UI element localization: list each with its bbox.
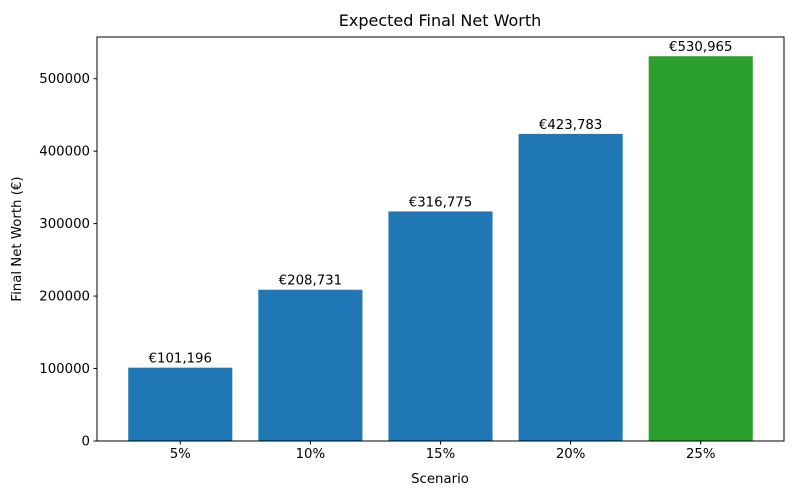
x-axis-label: Scenario — [411, 472, 469, 487]
bar-value-label: €208,731 — [279, 274, 342, 289]
bar — [128, 367, 233, 441]
y-axis-ticks-group: 0 100000 200000 300000 400000 500000 — [39, 72, 97, 450]
x-tick-label: 10% — [296, 447, 326, 462]
bars-group — [128, 56, 753, 442]
x-tick-label: 25% — [686, 447, 716, 462]
y-tick-label: 400000 — [39, 145, 90, 160]
x-tick-label: 5% — [170, 447, 191, 462]
x-tick-label: 20% — [556, 447, 586, 462]
x-axis-ticks-group: 5% 10% 15% 20% 25% — [170, 441, 716, 462]
bar-value-label: €101,196 — [149, 352, 212, 367]
bar-value-labels-group: €101,196 €208,731 €316,775 €423,783 €530,965 — [149, 40, 733, 366]
bar-value-label: €530,965 — [669, 40, 732, 55]
y-tick-label: 100000 — [39, 362, 90, 377]
y-tick-label: 500000 — [39, 72, 90, 87]
bar — [388, 211, 493, 441]
y-tick-label: 200000 — [39, 290, 90, 305]
y-tick-label: 0 — [82, 435, 90, 450]
y-tick-label: 300000 — [39, 217, 90, 232]
bar — [258, 289, 363, 441]
chart-title: Expected Final Net Worth — [339, 11, 542, 30]
bar — [648, 56, 753, 442]
y-axis-label: Final Net Worth (€) — [10, 176, 25, 301]
bar — [518, 133, 623, 441]
bar-value-label: €316,775 — [409, 195, 472, 210]
plot-border — [96, 36, 785, 442]
bar-value-label: €423,783 — [539, 118, 602, 133]
x-tick-label: 15% — [426, 447, 456, 462]
